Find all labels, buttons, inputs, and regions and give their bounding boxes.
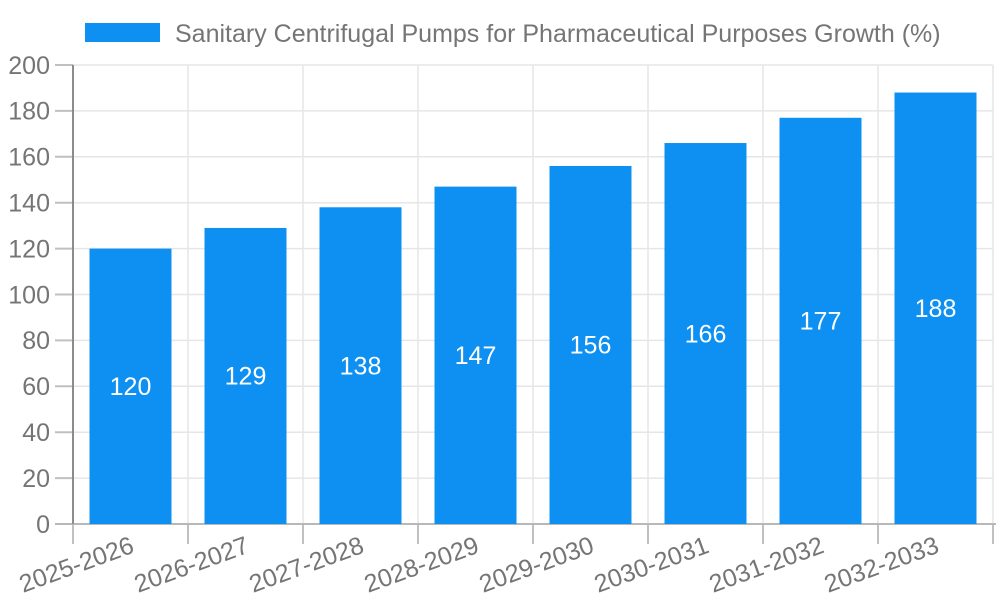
- bar-2031-2032: [779, 117, 862, 524]
- y-axis-label: 80: [22, 327, 50, 355]
- bar-2027-2028: [319, 207, 402, 525]
- y-axis-label: 140: [8, 189, 50, 217]
- y-axis-label: 180: [8, 98, 50, 126]
- bar-2029-2030: [549, 165, 632, 525]
- bar-2030-2031: [664, 143, 747, 524]
- y-axis-label: 60: [22, 373, 50, 401]
- bar-value-label: 188: [915, 295, 957, 323]
- y-axis-label: 200: [8, 52, 50, 80]
- bar-value-label: 129: [225, 363, 267, 391]
- y-axis-label: 160: [8, 144, 50, 172]
- bar-2028-2029: [434, 186, 517, 524]
- y-axis-label: 100: [8, 281, 50, 309]
- bar-value-label: 166: [685, 320, 727, 348]
- bar-value-label: 120: [110, 373, 152, 401]
- y-axis-label: 40: [22, 419, 50, 447]
- y-axis-label: 0: [36, 511, 50, 539]
- bar-2025-2026: [89, 248, 172, 524]
- bar-value-label: 147: [455, 342, 497, 370]
- legend-swatch-icon: [85, 23, 160, 42]
- bar-value-label: 156: [570, 332, 612, 360]
- bar-2032-2033: [894, 92, 977, 524]
- y-axis-label: 20: [22, 465, 50, 493]
- bar-value-label: 138: [340, 352, 382, 380]
- bar-value-label: 177: [800, 308, 842, 336]
- legend: Sanitary Centrifugal Pumps for Pharmaceu…: [85, 20, 941, 48]
- y-axis-label: 120: [8, 235, 50, 263]
- bar-2026-2027: [204, 227, 287, 524]
- legend-label: Sanitary Centrifugal Pumps for Pharmaceu…: [175, 20, 941, 48]
